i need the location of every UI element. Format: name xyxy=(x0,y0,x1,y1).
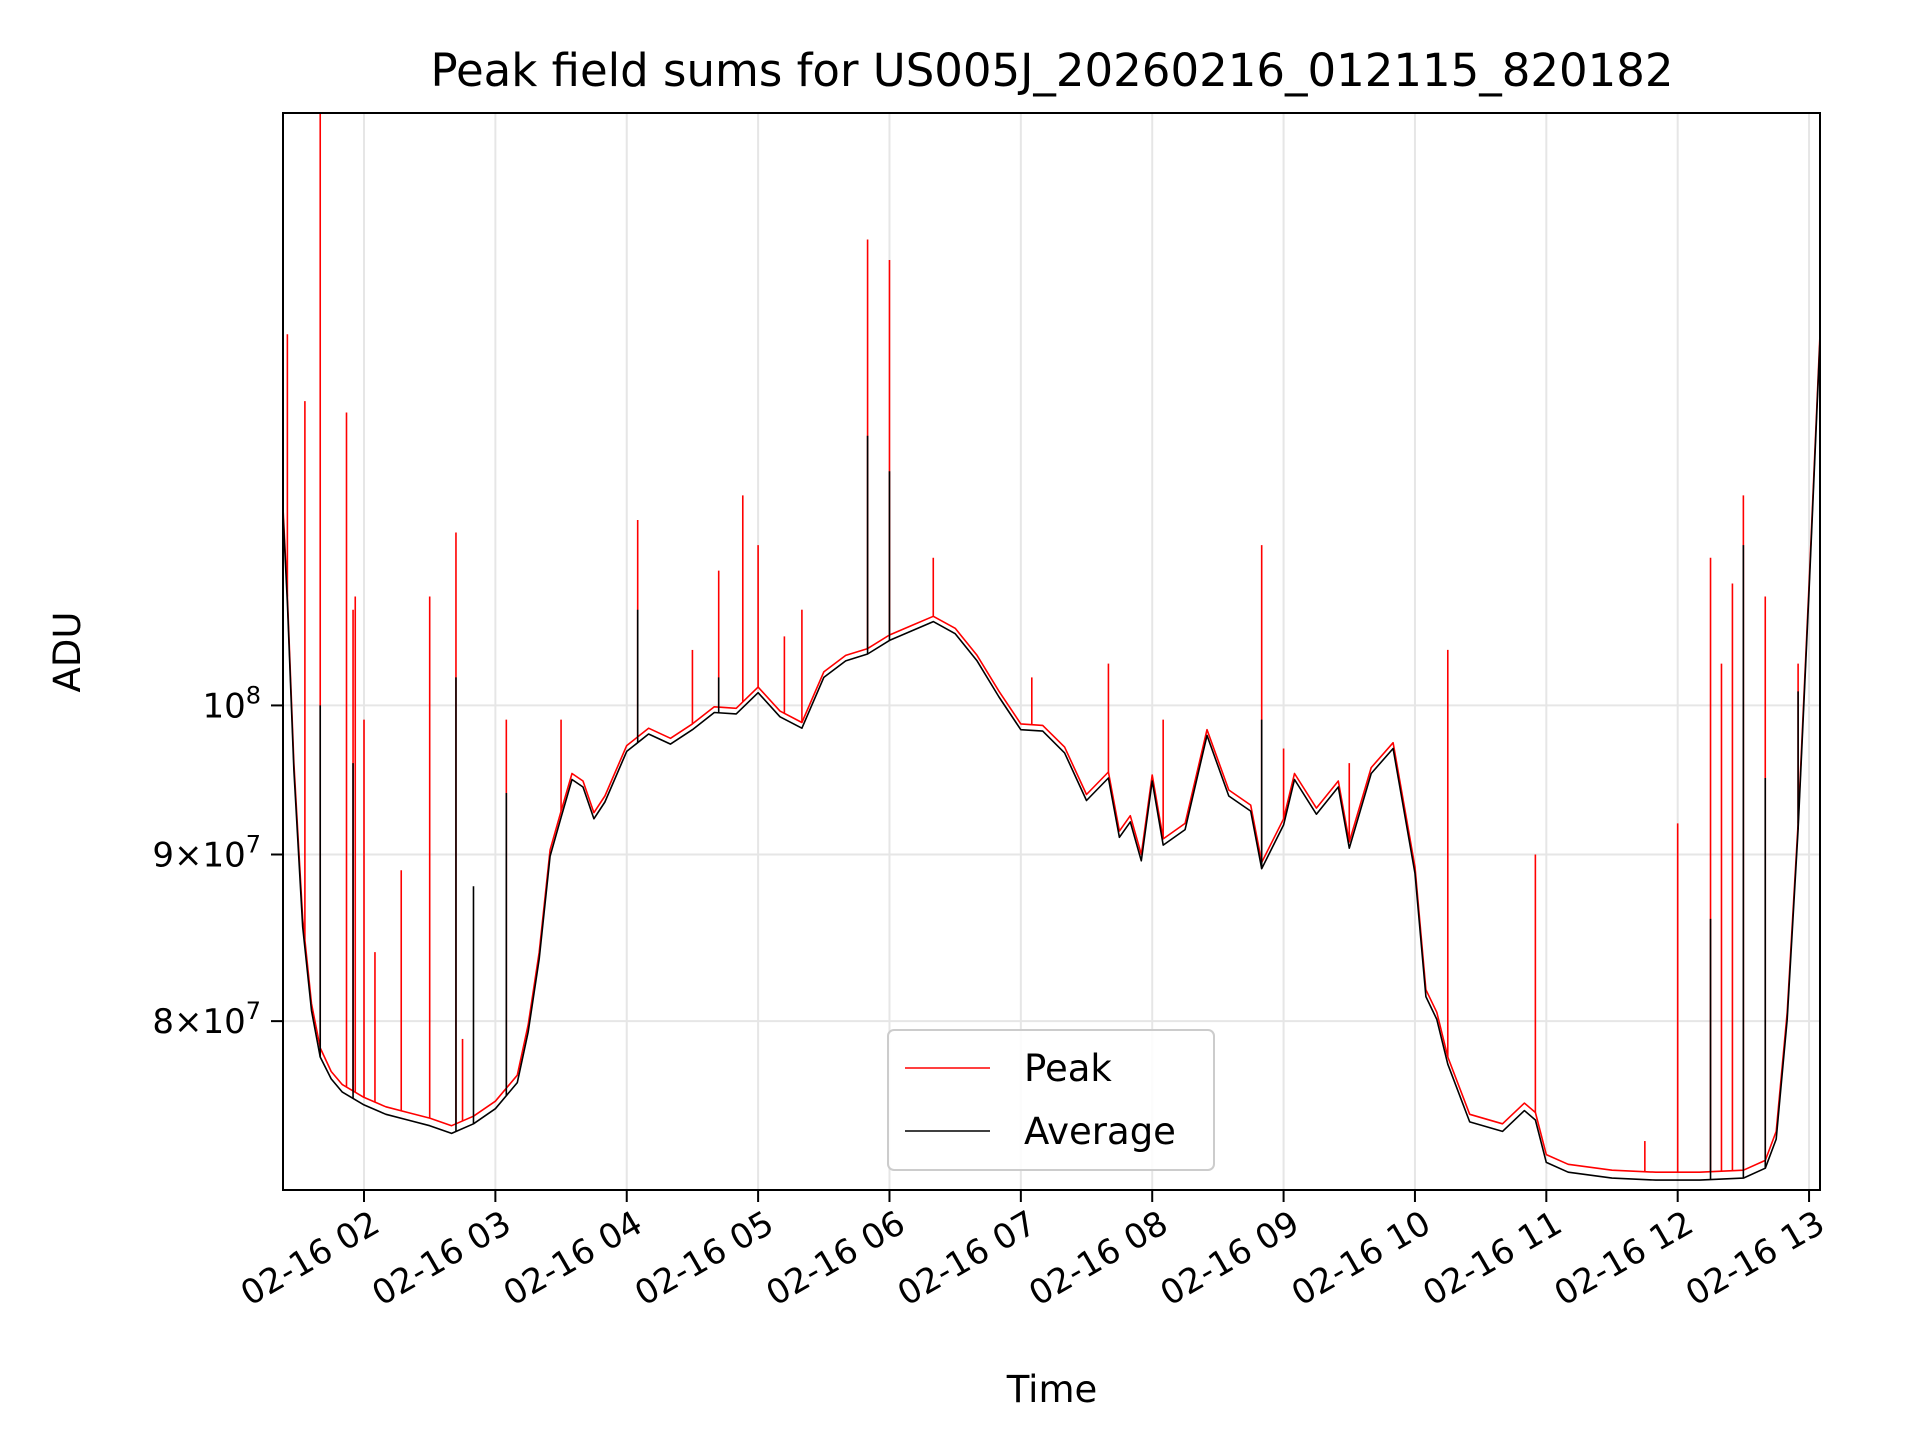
y-axis: 8×107 9×107 108 xyxy=(152,681,283,1042)
y-axis-label: ADU xyxy=(46,612,89,693)
legend: Peak Average xyxy=(887,1029,1215,1171)
x-axis-label: Time xyxy=(1006,1368,1098,1411)
series-line-peak xyxy=(283,334,1820,1173)
series-layer xyxy=(283,113,1820,1181)
y-tick-label: 108 xyxy=(202,681,261,726)
y-tick-label: 8×107 xyxy=(152,997,261,1042)
grid xyxy=(283,113,1820,1190)
legend-frame xyxy=(887,1029,1215,1171)
series-line-average xyxy=(283,339,1820,1181)
chart-title: Peak field sums for US005J_20260216_0121… xyxy=(430,44,1673,97)
y-tick-label: 9×107 xyxy=(152,830,261,875)
legend-label-peak: Peak xyxy=(1024,1047,1112,1090)
legend-label-average: Average xyxy=(1024,1110,1176,1153)
plot-frame xyxy=(282,112,1821,1191)
